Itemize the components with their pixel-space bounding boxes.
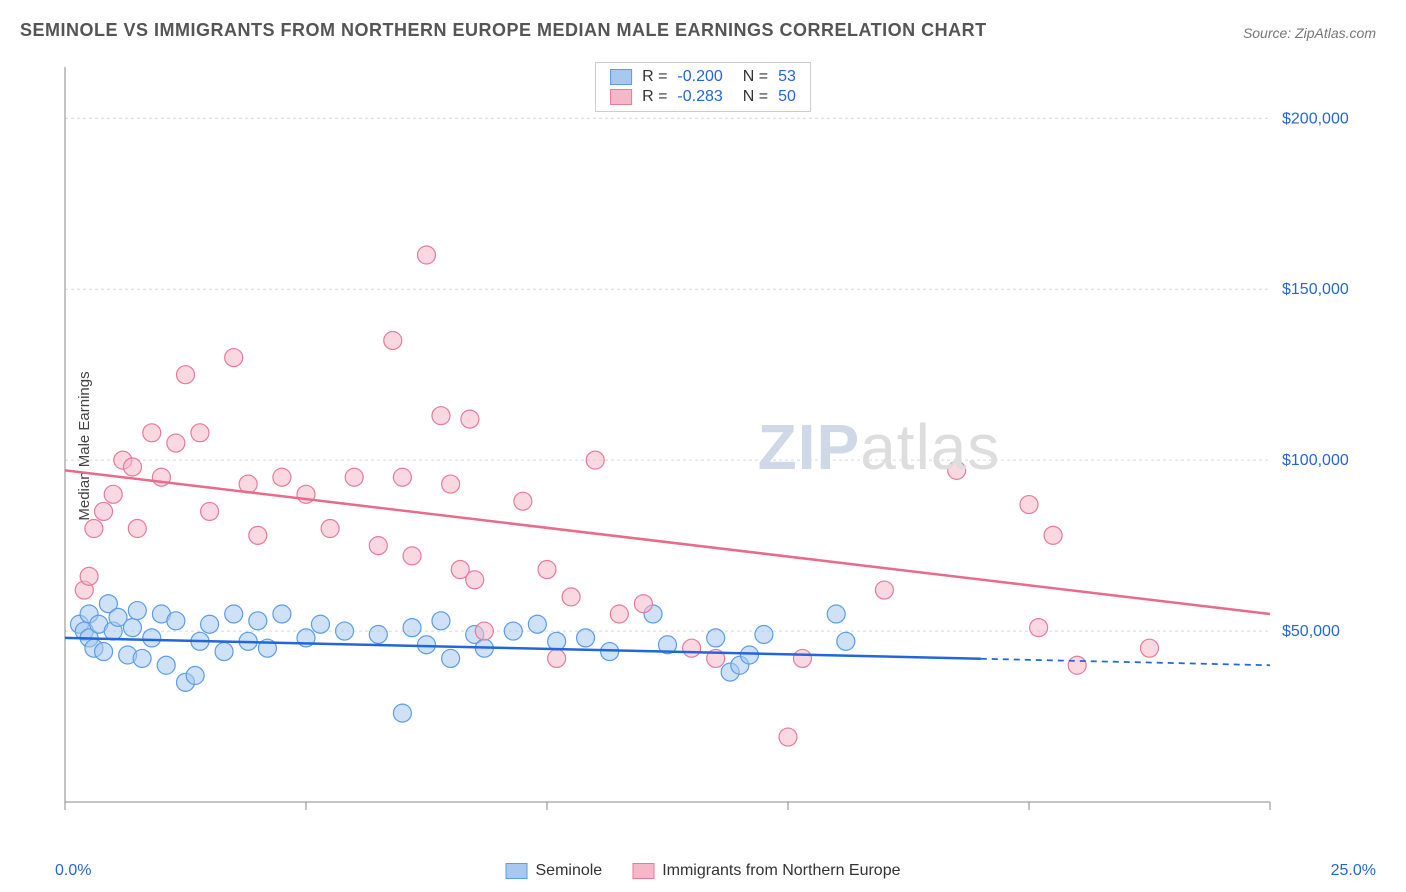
legend-label-series2: Immigrants from Northern Europe — [662, 862, 900, 880]
stats-row-series1: R = -0.200 N = 53 — [610, 67, 796, 87]
chart-plot-area: $50,000$100,000$150,000$200,000 ZIPatlas — [60, 62, 1360, 832]
source-attribution: Source: ZipAtlas.com — [1243, 25, 1376, 41]
stats-row-series2: R = -0.283 N = 50 — [610, 87, 796, 107]
r-value-series1: -0.200 — [677, 68, 722, 86]
svg-text:$100,000: $100,000 — [1282, 452, 1349, 469]
legend-item-series1: Seminole — [505, 862, 602, 880]
correlation-stats-box: R = -0.200 N = 53 R = -0.283 N = 50 — [595, 62, 811, 112]
svg-text:$150,000: $150,000 — [1282, 281, 1349, 298]
legend-label-series1: Seminole — [535, 862, 602, 880]
chart-title: SEMINOLE VS IMMIGRANTS FROM NORTHERN EUR… — [20, 20, 987, 41]
x-tick-max: 25.0% — [1331, 862, 1376, 880]
legend-swatch-series1 — [505, 863, 527, 879]
legend-swatch-series2 — [632, 863, 654, 879]
r-value-series2: -0.283 — [677, 88, 722, 106]
x-tick-min: 0.0% — [55, 862, 91, 880]
n-value-series1: 53 — [778, 68, 796, 86]
svg-text:$200,000: $200,000 — [1282, 110, 1349, 127]
legend-item-series2: Immigrants from Northern Europe — [632, 862, 900, 880]
bottom-legend: Seminole Immigrants from Northern Europe — [497, 860, 908, 882]
scatter-chart-svg: $50,000 $100,000 $150,000 $200,000 — [60, 62, 1360, 832]
swatch-series1 — [610, 69, 632, 85]
swatch-series2 — [610, 89, 632, 105]
svg-text:$50,000: $50,000 — [1282, 623, 1340, 640]
n-value-series2: 50 — [778, 88, 796, 106]
